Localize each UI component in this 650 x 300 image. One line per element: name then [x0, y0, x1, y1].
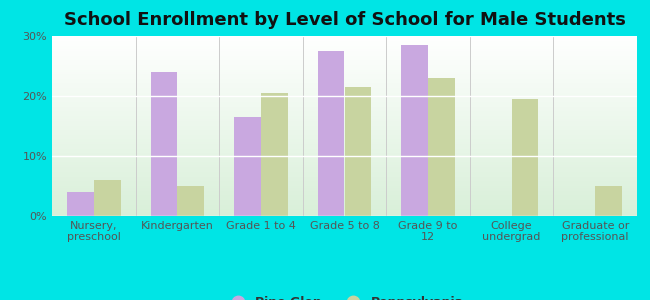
- Bar: [595, 186, 622, 216]
- Bar: [261, 93, 288, 216]
- Bar: [401, 45, 428, 216]
- Bar: [318, 51, 344, 216]
- Bar: [344, 87, 371, 216]
- Bar: [151, 72, 177, 216]
- Bar: [67, 192, 94, 216]
- Bar: [512, 99, 538, 216]
- Legend: Pine Glen, Pennsylvania: Pine Glen, Pennsylvania: [220, 291, 469, 300]
- Title: School Enrollment by Level of School for Male Students: School Enrollment by Level of School for…: [64, 11, 625, 29]
- Bar: [234, 117, 261, 216]
- Bar: [94, 180, 120, 216]
- Bar: [428, 78, 455, 216]
- Bar: [177, 186, 204, 216]
